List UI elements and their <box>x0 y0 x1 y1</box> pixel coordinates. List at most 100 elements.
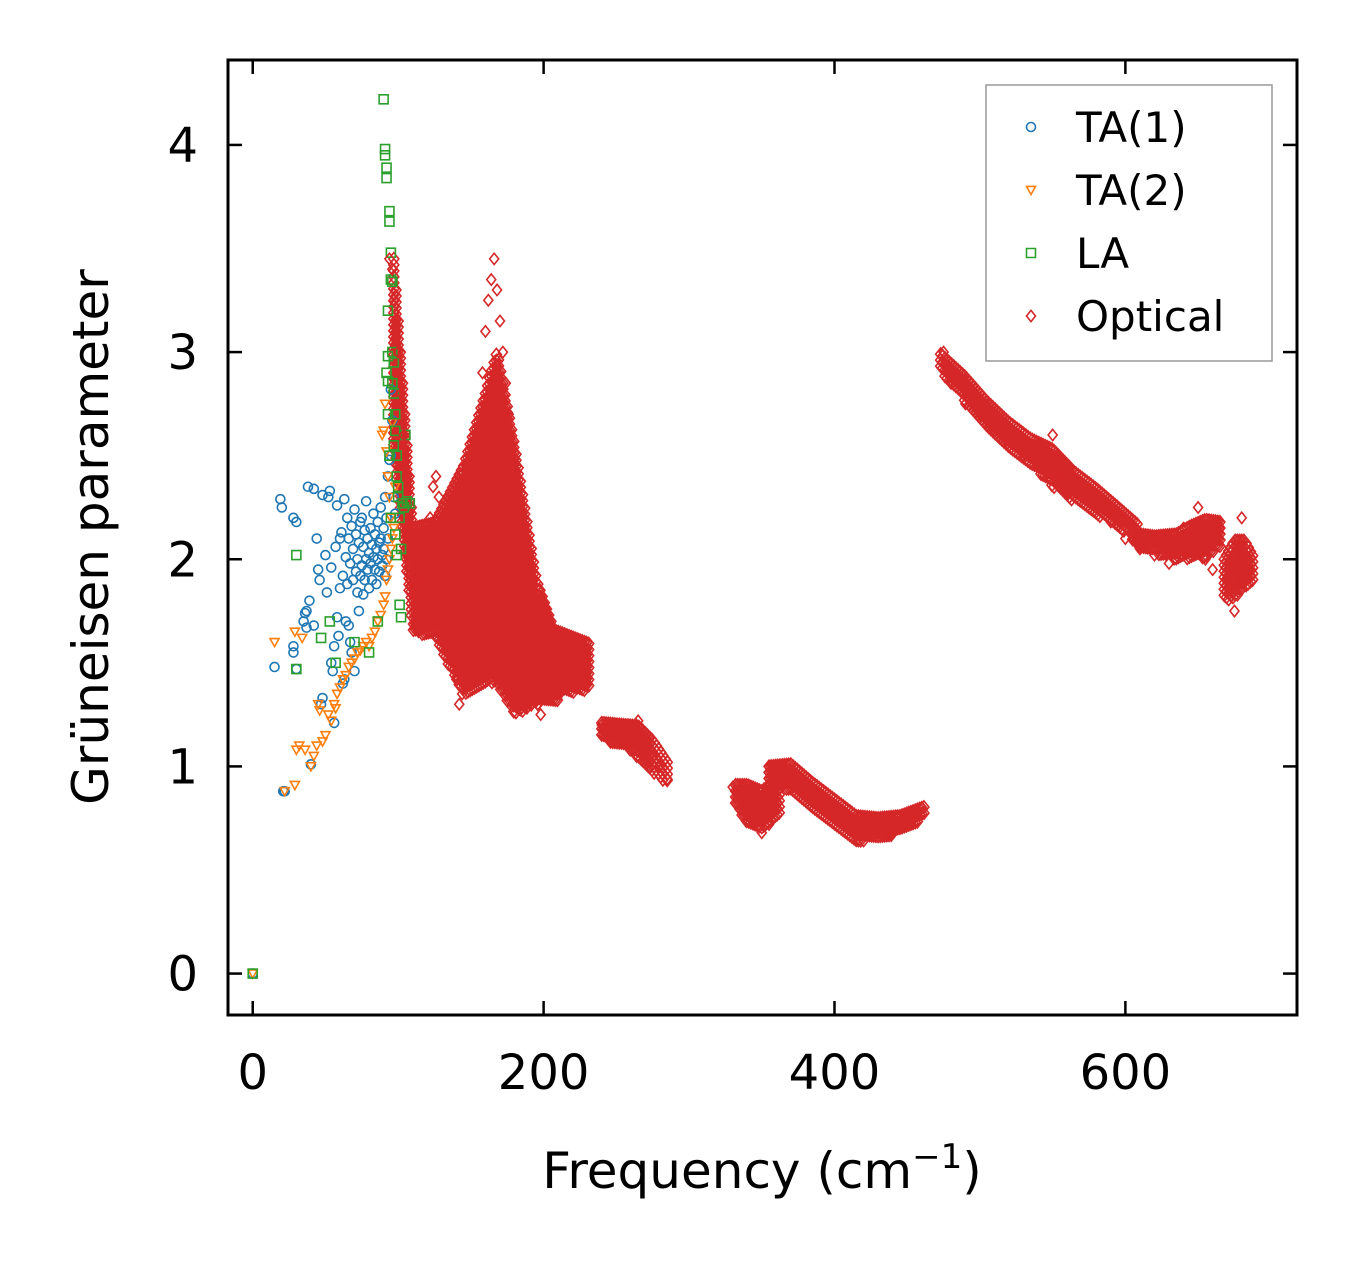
data-point <box>362 564 373 575</box>
data-point <box>559 666 571 681</box>
data-point <box>304 595 315 606</box>
data-point <box>389 314 401 328</box>
data-point <box>291 663 302 675</box>
data-point <box>424 510 436 525</box>
data-point <box>385 512 397 524</box>
data-point <box>485 272 497 287</box>
data-point <box>415 573 427 587</box>
data-point <box>381 162 392 174</box>
data-point <box>632 713 644 728</box>
data-point <box>374 610 387 622</box>
data-point <box>407 593 419 608</box>
data-point <box>314 574 325 586</box>
optical-band <box>763 756 930 849</box>
data-point <box>315 632 327 644</box>
data-point <box>661 771 673 786</box>
data-point <box>1134 541 1146 556</box>
data-point <box>352 587 363 598</box>
data-point <box>299 745 311 756</box>
data-point <box>756 825 768 840</box>
data-point <box>269 661 280 673</box>
y-tick-label: 4 <box>167 118 198 174</box>
optical-band <box>729 769 786 835</box>
data-point <box>339 670 352 682</box>
data-point <box>535 707 547 722</box>
data-point <box>382 471 394 483</box>
data-point <box>785 776 797 790</box>
optical-band <box>934 346 1144 544</box>
data-point <box>654 759 666 774</box>
data-point <box>988 423 1001 438</box>
data-point <box>299 607 311 619</box>
data-point <box>316 737 329 748</box>
data-point <box>1076 490 1088 505</box>
data-point <box>410 618 422 633</box>
data-point <box>1105 515 1117 529</box>
y-tick-label: 1 <box>167 739 198 795</box>
data-point <box>465 573 477 587</box>
data-point <box>357 589 369 600</box>
data-point <box>291 663 302 675</box>
data-point <box>734 786 746 801</box>
data-point <box>395 611 407 623</box>
x-axis-label: Frequency (cm−1) <box>542 1137 982 1200</box>
data-point <box>491 283 503 297</box>
data-point <box>247 968 259 979</box>
data-point <box>324 616 336 627</box>
data-point <box>385 513 397 524</box>
data-point <box>433 490 445 505</box>
data-point <box>404 510 416 525</box>
data-point <box>289 780 301 792</box>
data-point <box>901 809 913 824</box>
data-point <box>387 276 398 287</box>
data-point <box>468 531 480 546</box>
data-point <box>778 769 790 784</box>
data-point <box>307 751 320 763</box>
data-point <box>456 686 468 701</box>
data-point <box>828 805 841 819</box>
data-point <box>398 428 410 442</box>
data-point <box>447 651 459 666</box>
data-point <box>387 523 400 535</box>
legend-label: TA(2) <box>1075 166 1187 215</box>
data-point <box>311 533 323 544</box>
data-point <box>325 562 337 573</box>
data-point <box>427 479 439 494</box>
data-point <box>384 450 395 461</box>
data-point <box>792 780 804 795</box>
data-point <box>278 786 291 798</box>
data-point <box>334 683 346 694</box>
data-point <box>291 549 302 561</box>
data-point <box>381 172 392 184</box>
data-point <box>391 549 403 561</box>
data-point <box>339 493 350 505</box>
data-point <box>1192 500 1204 515</box>
data-point <box>404 498 416 509</box>
data-point <box>1199 552 1211 567</box>
data-point <box>334 533 346 544</box>
data-point <box>305 762 317 773</box>
legend-entry: TA(2) <box>1025 166 1187 215</box>
data-point <box>476 365 489 380</box>
data-point <box>330 657 341 669</box>
data-point <box>246 969 259 980</box>
data-point <box>371 578 382 590</box>
data-point <box>382 565 394 576</box>
data-point <box>529 686 541 701</box>
data-point <box>379 143 391 155</box>
data-point <box>288 640 299 652</box>
data-point <box>500 376 512 391</box>
data-point <box>389 408 401 420</box>
data-point <box>1207 562 1219 577</box>
data-point <box>545 635 557 650</box>
data-point <box>368 508 379 519</box>
data-point <box>337 570 349 582</box>
data-point <box>471 490 483 505</box>
data-point <box>353 605 365 617</box>
data-point <box>375 533 387 544</box>
data-point <box>526 672 538 687</box>
data-point <box>462 614 474 629</box>
data-point <box>336 527 347 538</box>
data-point <box>610 724 622 739</box>
data-point <box>289 627 301 638</box>
